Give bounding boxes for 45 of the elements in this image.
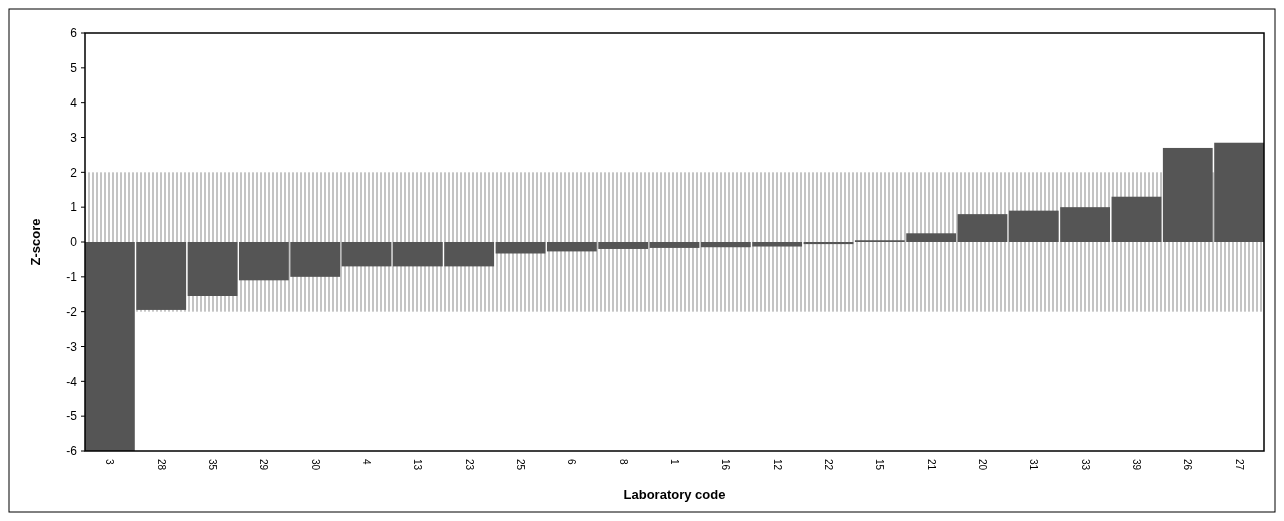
x-tick-label: 31 (1028, 459, 1040, 471)
y-tick-label: -4 (66, 374, 78, 389)
y-tick-label: 3 (70, 130, 78, 145)
x-tick-label: 20 (976, 459, 988, 471)
x-tick-label: 25 (515, 459, 527, 471)
x-tick-label: 13 (412, 459, 424, 471)
x-tick-label: 3 (104, 459, 116, 465)
x-tick-label: 39 (1130, 459, 1142, 471)
y-tick-label: 0 (70, 235, 78, 250)
bar (803, 242, 854, 245)
x-tick-label: 16 (720, 459, 732, 471)
y-tick-label: -1 (66, 270, 78, 285)
y-tick-label: 5 (70, 61, 78, 76)
y-tick-label: -5 (66, 409, 78, 424)
y-tick-label: 4 (70, 95, 78, 110)
x-tick-label: 6 (566, 459, 578, 465)
bar (341, 242, 392, 267)
y-tick-label: 6 (70, 26, 78, 41)
y-tick-label: 2 (70, 165, 78, 180)
x-tick-label: 27 (1233, 459, 1245, 471)
x-tick-label: 1 (669, 459, 680, 465)
y-tick-label: -2 (66, 304, 78, 319)
x-tick-label: 21 (925, 459, 937, 471)
y-tick-label: 1 (70, 200, 78, 215)
bar (187, 242, 238, 296)
y-axis-title: Z-score (28, 218, 43, 266)
y-tick-label: -6 (66, 444, 78, 459)
x-tick-label: 4 (361, 459, 373, 465)
x-tick-label: 23 (463, 459, 475, 471)
x-tick-label: 35 (207, 459, 219, 471)
bar (495, 242, 546, 254)
x-tick-label: 12 (771, 459, 783, 471)
x-tick-label: 22 (822, 459, 834, 471)
bar (957, 214, 1008, 242)
y-tick-label: -3 (66, 339, 78, 354)
x-tick-label: 28 (155, 459, 167, 471)
x-tick-label: 33 (1079, 459, 1091, 471)
bar (1111, 196, 1162, 242)
x-tick-label: 30 (309, 459, 321, 471)
x-tick-label: 29 (258, 459, 270, 471)
bar (649, 242, 700, 248)
x-axis-title: Laboratory code (623, 487, 726, 502)
x-tick-label: 8 (617, 459, 629, 465)
x-tick-label: 15 (874, 459, 886, 471)
x-tick-label: 26 (1182, 459, 1194, 471)
